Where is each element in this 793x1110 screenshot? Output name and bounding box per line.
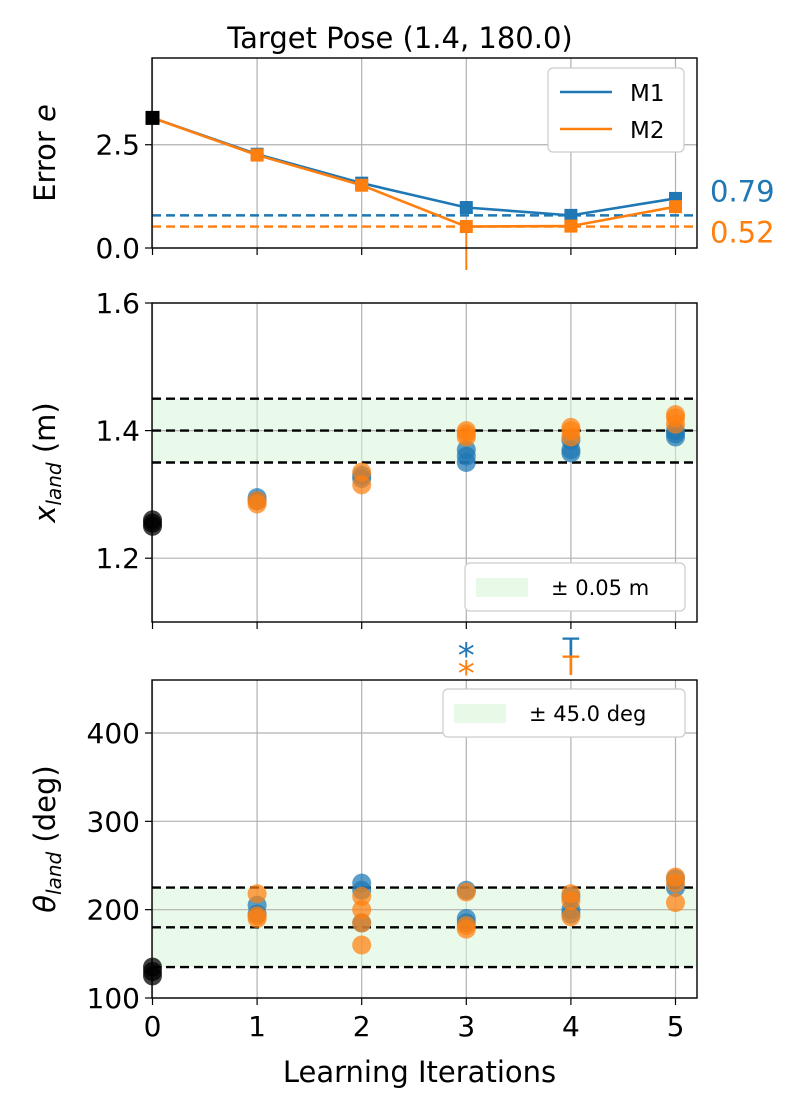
point-m2-1 bbox=[247, 491, 267, 511]
y-tick-label-0: 100 bbox=[87, 982, 140, 1015]
point-m1-4 bbox=[352, 873, 372, 893]
legend-label-m1: M1 bbox=[630, 81, 664, 107]
point-m2-3 bbox=[352, 462, 372, 482]
point-m2-3 bbox=[352, 935, 372, 955]
legend-panel-3: ± 45.0 deg bbox=[442, 688, 686, 738]
legend-panel-2: ± 0.05 m bbox=[464, 562, 686, 612]
marker-tee-m1: T bbox=[562, 633, 580, 664]
legend-label-band: ± 0.05 m bbox=[551, 576, 649, 600]
point-m2-8 bbox=[456, 916, 476, 936]
point-m2-1 bbox=[250, 148, 264, 162]
point-m2-6 bbox=[352, 886, 372, 906]
x-tick-label-0: 0 bbox=[144, 1010, 162, 1043]
y-tick-label-1: 200 bbox=[87, 894, 140, 927]
y-tick-label-1: 1.4 bbox=[95, 415, 140, 448]
y-tick-label-0: 0.0 bbox=[95, 232, 140, 265]
x-tick-label-3: 3 bbox=[457, 1010, 475, 1043]
axes-panel-3: 0 1 2 3 4 5 100 200 300 400 ± 45.0 deg θland (deg) L… bbox=[28, 679, 698, 1089]
line-m2 bbox=[152, 116, 676, 228]
marker-star-m1: * bbox=[458, 636, 475, 676]
y-axis-label-2: θland (deg) bbox=[28, 765, 66, 912]
x-tick-label-4: 4 bbox=[562, 1010, 580, 1043]
point-m2-6 bbox=[456, 421, 476, 441]
y-tick-label-1: 2.5 bbox=[95, 129, 140, 162]
legend-label-band: ± 45.0 deg bbox=[529, 702, 646, 726]
legend-box bbox=[464, 562, 686, 612]
marker-star-m2: * bbox=[458, 654, 475, 694]
y-tick-label-2: 300 bbox=[87, 805, 140, 838]
point-m2-12 bbox=[561, 884, 581, 904]
y-tick-label-0: 1.2 bbox=[95, 542, 140, 575]
x-axis-label: Learning Iterations bbox=[283, 1055, 556, 1089]
point-m2-5 bbox=[352, 900, 372, 920]
point-m2-15 bbox=[666, 867, 685, 887]
legend-swatch-band bbox=[476, 578, 528, 597]
y-axis-label-1: xland (m) bbox=[28, 402, 66, 523]
x-tick-label-1: 1 bbox=[248, 1010, 266, 1043]
significance-markers: ** TT bbox=[458, 633, 580, 694]
axes-border bbox=[151, 57, 698, 249]
legend-box bbox=[442, 688, 686, 738]
point-m2-4 bbox=[564, 219, 578, 233]
x-tick-label-2: 2 bbox=[353, 1010, 371, 1043]
point-m2-9 bbox=[456, 882, 476, 902]
point-m2-9 bbox=[561, 417, 581, 437]
point-m2-5 bbox=[669, 200, 682, 214]
point-m2-10 bbox=[561, 907, 581, 927]
figure-title: Target Pose (1.4, 180.0) bbox=[226, 21, 573, 55]
point-m2-4 bbox=[352, 913, 372, 933]
axes-border bbox=[151, 679, 698, 999]
best-value-m1: 0.79 bbox=[710, 174, 775, 208]
axes-panel-2: 1.2 1.4 1.6 ± 0.05 m xland (m) bbox=[28, 287, 698, 629]
y-tick-label-3: 400 bbox=[87, 717, 140, 750]
point-m2-2 bbox=[247, 884, 267, 904]
point-m2-1 bbox=[247, 906, 267, 926]
point-m2-12 bbox=[666, 405, 685, 425]
best-value-m2: 0.52 bbox=[710, 216, 775, 250]
legend-box bbox=[547, 67, 685, 153]
y-tick-label-2: 1.6 bbox=[95, 287, 140, 320]
legend-swatch-band bbox=[454, 704, 506, 723]
point-m1-4 bbox=[564, 208, 578, 222]
axes-border bbox=[151, 302, 698, 623]
point-m2-2 bbox=[355, 178, 369, 192]
point-m2-13 bbox=[666, 893, 685, 913]
x-tick-label-5: 5 bbox=[667, 1010, 685, 1043]
point-m1-3 bbox=[459, 201, 473, 215]
y-axis-label-error: Error e bbox=[28, 104, 62, 202]
legend-label-m2: M2 bbox=[630, 118, 664, 144]
marker-tee-m2: T bbox=[562, 651, 580, 682]
